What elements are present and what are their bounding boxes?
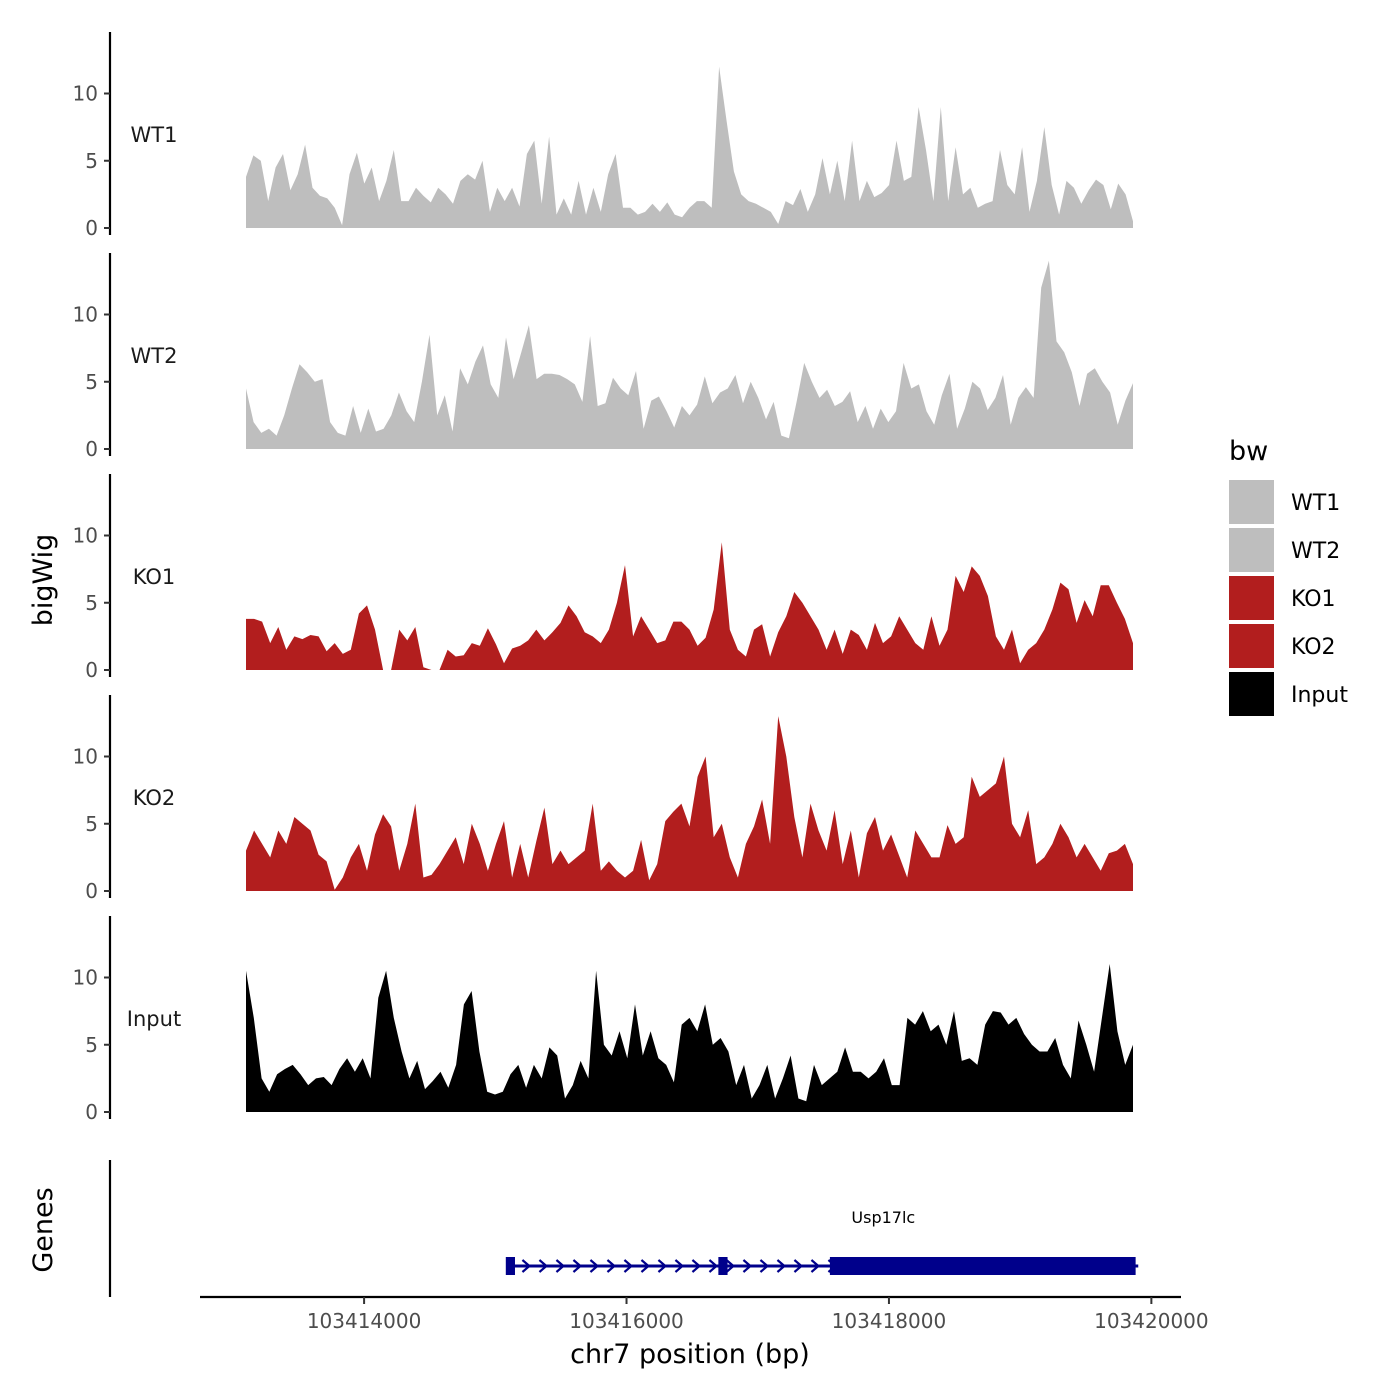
gene-exon bbox=[829, 1257, 1136, 1275]
area-wt1 bbox=[246, 66, 1133, 228]
track-label: WT2 bbox=[131, 344, 178, 368]
x-tick-label: 103420000 bbox=[1094, 1309, 1209, 1333]
y-tick-label: 5 bbox=[85, 591, 98, 615]
y-tick-label: 10 bbox=[73, 82, 98, 106]
y-tick-label: 0 bbox=[85, 216, 98, 240]
legend: bw WT1 WT2 KO1 KO2 Input bbox=[1229, 436, 1348, 716]
strand-arrow bbox=[623, 1259, 634, 1273]
x-tick-label: 103416000 bbox=[569, 1309, 684, 1333]
y-tick-label: 10 bbox=[73, 303, 98, 327]
strand-arrow bbox=[555, 1259, 566, 1273]
gene-exon bbox=[505, 1257, 515, 1275]
strand-arrow bbox=[708, 1259, 719, 1273]
strand-arrow bbox=[606, 1259, 617, 1273]
strand-arrow bbox=[725, 1259, 736, 1273]
strand-arrow bbox=[572, 1259, 583, 1273]
area-input bbox=[246, 964, 1133, 1112]
strand-arrow bbox=[640, 1259, 651, 1273]
legend-entries: WT1 WT2 KO1 KO2 Input bbox=[1229, 480, 1348, 716]
track-ko1: 0 5 10 KO1 bbox=[73, 474, 1133, 682]
gene-panel: Usp17lc bbox=[108, 1160, 1139, 1297]
strand-arrow bbox=[742, 1259, 753, 1273]
x-axis: 103414000 103416000 103418000 103420000 bbox=[200, 1295, 1209, 1333]
track-input: 0 5 10 Input bbox=[73, 916, 1133, 1124]
gene-name-label: Usp17lc bbox=[851, 1208, 915, 1227]
legend-label: Input bbox=[1291, 683, 1348, 708]
legend-label: WT2 bbox=[1291, 539, 1340, 564]
y-tick-label: 5 bbox=[85, 1033, 98, 1057]
x-axis-title: chr7 position (bp) bbox=[570, 1339, 810, 1370]
track-label: KO2 bbox=[133, 786, 176, 810]
strand-arrow bbox=[538, 1259, 549, 1273]
legend-entry-wt2: WT2 bbox=[1229, 528, 1340, 572]
legend-label: KO2 bbox=[1291, 635, 1336, 660]
x-tick-label: 103418000 bbox=[832, 1309, 947, 1333]
strand-arrow bbox=[657, 1259, 668, 1273]
y-tick-label: 5 bbox=[85, 812, 98, 836]
y-tick-label: 10 bbox=[73, 966, 98, 990]
area-wt2 bbox=[246, 260, 1133, 449]
y-tick-label: 0 bbox=[85, 1100, 98, 1124]
x-tick-label: 103414000 bbox=[307, 1309, 422, 1333]
legend-key bbox=[1229, 672, 1274, 716]
track-wt1: 0 5 10 WT1 bbox=[73, 32, 1133, 240]
y-tick-label: 0 bbox=[85, 879, 98, 903]
legend-key bbox=[1229, 624, 1274, 668]
track-label: KO1 bbox=[133, 565, 176, 589]
strand-arrow bbox=[810, 1259, 821, 1273]
legend-key bbox=[1229, 480, 1274, 524]
strand-arrow bbox=[776, 1259, 787, 1273]
y-tick-label: 0 bbox=[85, 658, 98, 682]
track-ko2: 0 5 10 KO2 bbox=[73, 695, 1133, 903]
legend-entry-input: Input bbox=[1229, 672, 1348, 716]
area-ko1 bbox=[246, 542, 1133, 670]
y-tick-label: 0 bbox=[85, 437, 98, 461]
legend-entry-ko2: KO2 bbox=[1229, 624, 1336, 668]
legend-entry-ko1: KO1 bbox=[1229, 576, 1336, 620]
track-wt2: 0 5 10 WT2 bbox=[73, 253, 1133, 461]
track-label: WT1 bbox=[131, 123, 178, 147]
y-tick-label: 10 bbox=[73, 745, 98, 769]
legend-title: bw bbox=[1229, 436, 1268, 467]
legend-key bbox=[1229, 576, 1274, 620]
y-tick-label: 5 bbox=[85, 370, 98, 394]
area-ko2 bbox=[246, 716, 1133, 891]
genes-panel-title: Genes bbox=[28, 1187, 59, 1272]
legend-label: KO1 bbox=[1291, 587, 1336, 612]
legend-label: WT1 bbox=[1291, 491, 1340, 516]
gene-exon bbox=[718, 1257, 728, 1275]
strand-arrow bbox=[589, 1259, 600, 1273]
legend-entry-wt1: WT1 bbox=[1229, 480, 1340, 524]
strand-arrow bbox=[691, 1259, 702, 1273]
strand-arrow bbox=[793, 1259, 804, 1273]
track-label: Input bbox=[127, 1007, 181, 1031]
y-axis-title: bigWig bbox=[28, 534, 59, 627]
gene-usp17lc: Usp17lc bbox=[505, 1208, 1139, 1275]
y-tick-label: 5 bbox=[85, 149, 98, 173]
strand-arrow bbox=[759, 1259, 770, 1273]
y-tick-label: 10 bbox=[73, 524, 98, 548]
strand-arrow bbox=[521, 1259, 532, 1273]
strand-arrow bbox=[674, 1259, 685, 1273]
legend-key bbox=[1229, 528, 1274, 572]
tracks: 0 5 10 WT1 0 5 10 WT2 0 5 10 KO1 0 5 10 KO2 0 5 10 Input bbox=[73, 32, 1133, 1124]
